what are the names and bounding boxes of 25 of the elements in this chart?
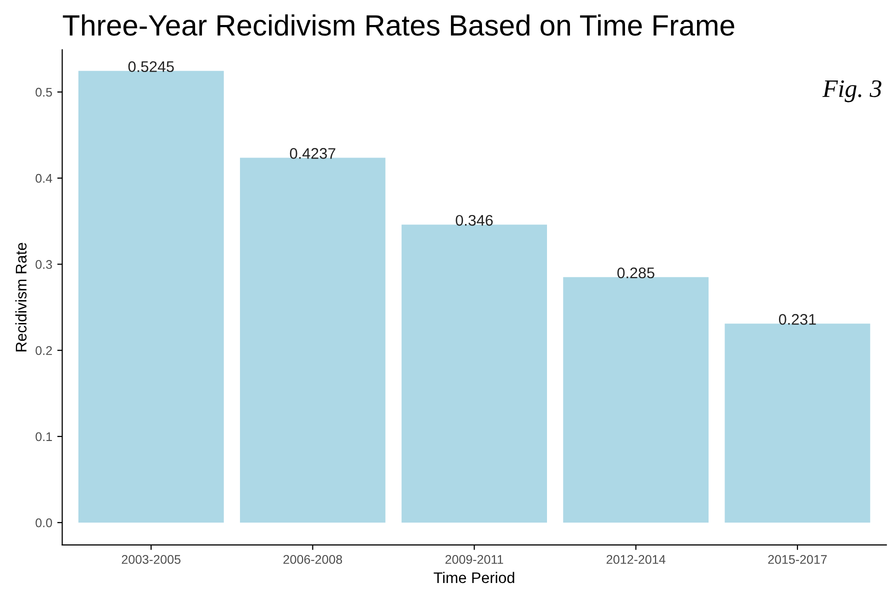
bar — [724, 324, 870, 523]
y-tick-label: 0.1 — [36, 432, 52, 442]
bar — [78, 70, 224, 523]
x-axis-title: Time Period — [434, 572, 514, 584]
y-tick-label: 0.5 — [36, 88, 52, 97]
y-tick-label: 0.0 — [36, 518, 52, 528]
x-tick-label: 2009-2011 — [445, 555, 504, 564]
data-label: 0.5245 — [128, 61, 174, 72]
y-tick-label: 0.4 — [36, 174, 52, 183]
bar — [563, 277, 709, 523]
data-label: 0.4237 — [290, 148, 336, 159]
chart-title: Three-Year Recidivism Rates Based on Time Frame — [62, 14, 734, 36]
data-label: 0.346 — [456, 214, 493, 226]
y-axis-title: Recidivism Rate — [15, 242, 27, 352]
x-tick-label: 2006-2008 — [283, 555, 342, 564]
data-label: 0.285 — [617, 267, 654, 278]
bar — [240, 158, 386, 523]
x-tick-label: 2012-2014 — [606, 555, 666, 564]
x-tick-label: 2003-2005 — [122, 555, 180, 564]
data-label: 0.231 — [778, 314, 816, 325]
bar — [402, 224, 547, 523]
y-tick-label: 0.2 — [36, 346, 52, 355]
x-tick-label: 2015-2017 — [768, 555, 827, 564]
annotation: Fig. 3 — [822, 80, 882, 102]
y-tick-label: 0.3 — [36, 260, 52, 269]
